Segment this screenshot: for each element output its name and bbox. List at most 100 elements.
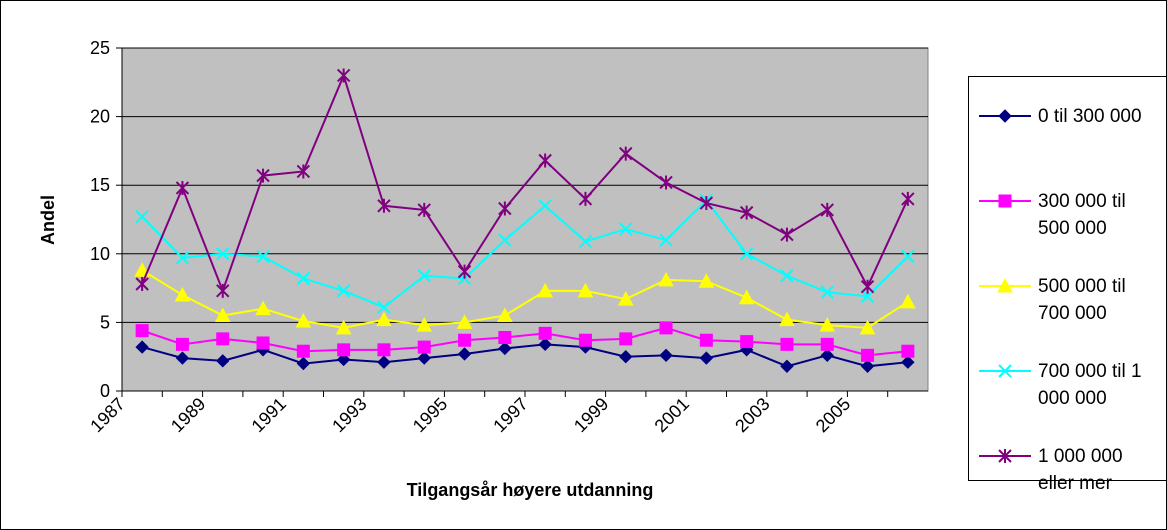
marker bbox=[214, 307, 231, 323]
x-tick-label: 2001 bbox=[651, 394, 693, 436]
marker bbox=[860, 289, 875, 304]
y-tick-label: 25 bbox=[90, 38, 110, 58]
legend-label: 500 000 til 700 000 bbox=[1038, 276, 1126, 324]
marker bbox=[417, 269, 431, 283]
marker bbox=[820, 348, 834, 363]
marker bbox=[296, 164, 311, 179]
marker bbox=[336, 68, 351, 83]
marker bbox=[417, 340, 431, 354]
series-line bbox=[141, 72, 909, 294]
marker bbox=[578, 191, 593, 206]
marker bbox=[175, 337, 189, 351]
marker bbox=[659, 175, 673, 190]
marker bbox=[780, 337, 794, 351]
x-tick-label: 2005 bbox=[812, 394, 854, 436]
marker bbox=[780, 269, 794, 283]
marker bbox=[498, 233, 512, 247]
marker bbox=[819, 317, 836, 332]
marker bbox=[859, 319, 876, 335]
legend-swatch bbox=[979, 364, 1031, 378]
legend-label: 0 til 300 000 bbox=[1038, 106, 1142, 127]
marker bbox=[416, 317, 433, 332]
marker bbox=[860, 279, 875, 294]
x-tick-label: 2003 bbox=[731, 394, 773, 436]
marker bbox=[337, 343, 351, 357]
legend-swatch bbox=[979, 109, 1031, 123]
marker bbox=[619, 146, 633, 161]
marker bbox=[216, 247, 230, 261]
marker bbox=[336, 284, 351, 298]
marker bbox=[216, 283, 230, 298]
y-tick-label: 0 bbox=[100, 381, 110, 401]
x-tick-label: 1997 bbox=[489, 394, 531, 436]
marker bbox=[377, 343, 391, 357]
marker bbox=[860, 359, 875, 374]
marker bbox=[175, 351, 190, 365]
marker bbox=[619, 222, 633, 236]
legend-label: 300 000 til 500 000 bbox=[1038, 191, 1126, 239]
x-tick-label: 1999 bbox=[570, 394, 612, 436]
series-line bbox=[141, 326, 908, 357]
marker bbox=[336, 352, 351, 367]
x-tick-label: 1993 bbox=[328, 394, 370, 436]
legend-swatch bbox=[979, 277, 1031, 293]
y-tick-label: 20 bbox=[90, 107, 110, 127]
marker bbox=[901, 344, 915, 358]
marker bbox=[296, 344, 310, 358]
x-tick-label: 1991 bbox=[248, 394, 290, 436]
y-tick-label: 10 bbox=[90, 244, 110, 264]
marker bbox=[538, 153, 552, 168]
marker bbox=[417, 351, 431, 365]
marker bbox=[457, 347, 472, 361]
plot-area bbox=[121, 47, 929, 392]
marker bbox=[699, 196, 714, 211]
marker bbox=[216, 332, 230, 346]
marker bbox=[256, 249, 270, 264]
series-line bbox=[141, 198, 909, 309]
legend-swatch bbox=[979, 449, 1031, 463]
marker bbox=[174, 286, 191, 302]
marker bbox=[335, 319, 352, 335]
marker bbox=[698, 273, 715, 288]
marker bbox=[619, 349, 633, 364]
marker bbox=[997, 277, 1013, 293]
marker bbox=[659, 233, 673, 247]
marker bbox=[255, 300, 271, 316]
marker bbox=[458, 333, 472, 347]
marker bbox=[538, 326, 552, 340]
marker bbox=[998, 449, 1012, 463]
y-tick-label: 15 bbox=[90, 175, 110, 195]
marker bbox=[537, 282, 553, 298]
legend: 0 til 300 000 300 000 til 500 000 500 000 … bbox=[968, 76, 1166, 494]
marker bbox=[659, 348, 673, 363]
x-axis-title: Tilgangsår høyere utdanning bbox=[407, 480, 654, 500]
marker bbox=[998, 194, 1012, 208]
legend-label: 700 000 til 1 000 000 bbox=[1038, 361, 1142, 409]
marker bbox=[498, 330, 512, 344]
marker bbox=[175, 251, 190, 265]
marker bbox=[780, 359, 794, 374]
marker bbox=[498, 201, 512, 216]
marker bbox=[901, 249, 915, 264]
marker bbox=[739, 205, 754, 220]
marker bbox=[456, 314, 473, 329]
marker bbox=[619, 332, 633, 346]
marker bbox=[376, 311, 392, 327]
legend-swatch bbox=[979, 194, 1031, 208]
marker bbox=[538, 337, 552, 352]
marker bbox=[296, 356, 311, 371]
marker bbox=[738, 289, 755, 305]
marker bbox=[861, 348, 875, 362]
marker bbox=[617, 291, 634, 306]
x-tick-label: 1987 bbox=[86, 394, 128, 436]
marker bbox=[296, 271, 311, 286]
x-tick-label: 1989 bbox=[167, 394, 209, 436]
marker bbox=[135, 324, 149, 338]
marker bbox=[779, 311, 795, 327]
marker bbox=[998, 109, 1012, 123]
marker bbox=[577, 282, 594, 298]
y-axis-title: Andel bbox=[38, 195, 58, 245]
marker bbox=[135, 340, 149, 354]
marker bbox=[417, 202, 431, 217]
legend-label: 1 000 000 eller mer bbox=[1038, 446, 1123, 494]
